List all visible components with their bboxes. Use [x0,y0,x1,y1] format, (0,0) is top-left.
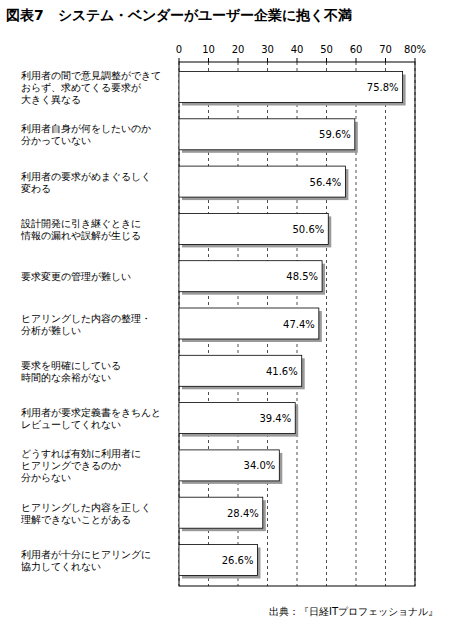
data-label: 75.8% [367,82,399,93]
category-label: どうすれば有効に利用者にヒアリングできるのか分からない [21,448,141,483]
tick-label: 20 [232,44,245,55]
category-label: 要求変更の管理が難しい [21,271,131,282]
bar [179,403,295,434]
category-label: 利用者が要求定義書をきちんとレビューしてくれない [21,407,161,430]
source: 出典：『日経ITプロフェッショナル』 [269,606,438,617]
title: 図表7 システム・ベンダーがユーザー企業に抱く不満 [6,7,352,23]
bar [179,497,263,528]
data-label: 41.6% [266,366,298,377]
tick-label: 0 [176,44,182,55]
tick-mark [267,58,268,62]
tick-mark [297,58,298,62]
plot-frame [179,62,415,586]
category-label: ヒアリングした内容を正しく理解できないことがある [21,502,151,525]
bar [179,308,319,339]
tick-label: 60 [350,44,363,55]
category-label: 要求を明確にしている時間的な余裕がない [21,360,121,383]
grid-line [415,62,416,586]
data-label: 34.0% [244,460,276,471]
bar [179,119,355,150]
tick-mark [326,58,327,62]
data-label: 48.5% [286,271,318,282]
tick-label: 40 [291,44,304,55]
data-label: 28.4% [227,508,259,519]
data-label: 26.6% [222,555,254,566]
tick-label: 10 [202,44,215,55]
category-label: 利用者が十分にヒアリングに協力してくれない [21,549,151,572]
grid-line [385,62,386,586]
category-label: 利用者自身が何をしたいのか分かっていない [21,123,151,146]
tick-mark [415,58,416,62]
bar [179,72,403,103]
tick-mark [238,58,239,62]
category-label: 利用者の間で意見調整ができておらず、求めてくる要求が大きく異なる [21,70,161,105]
tick-label: 70 [379,44,392,55]
data-label: 56.4% [310,177,342,188]
bar [179,355,302,386]
tick-mark [208,58,209,62]
tick-label: 80% [404,44,426,55]
tick-mark [356,58,357,62]
chart: 図表7 システム・ベンダーがユーザー企業に抱く不満 0 10 20 30 40 50 60 70… [0,0,454,633]
bar [179,213,328,244]
data-label: 47.4% [283,319,315,330]
data-label: 50.6% [292,224,324,235]
data-label: 59.6% [319,129,351,140]
tick-mark [385,58,386,62]
category-label: ヒアリングした内容の整理・分析が難しい [21,313,151,336]
bars [179,72,406,579]
category-label: 利用者の要求がめまぐるしく変わる [21,171,151,194]
tick-mark [179,58,180,62]
bar [179,450,279,481]
bar [179,261,322,292]
tick-label: 50 [320,44,333,55]
category-label: 設計開発に引き継ぐときに情報の漏れや誤解が生じる [20,218,141,241]
bar [179,545,257,576]
data-label: 39.4% [259,413,291,424]
bar [179,166,345,197]
tick-label: 30 [261,44,274,55]
